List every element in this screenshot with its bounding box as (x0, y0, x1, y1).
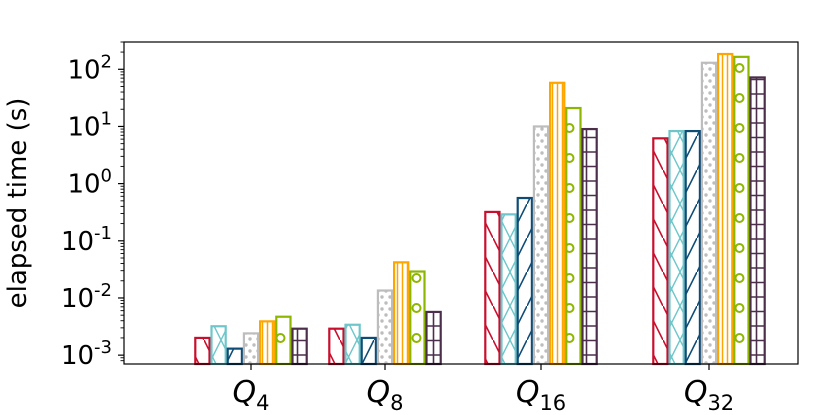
y-tick-label: 10-3 (61, 337, 112, 371)
y-axis: 10-3 10-2 10-1 100 101 102 (61, 41, 124, 371)
x-axis: Q4 Q8 Q16 Q32 (233, 364, 734, 415)
bar (328, 327, 345, 366)
bar (749, 76, 766, 366)
y-tick-label: 102 (67, 51, 112, 85)
bar (242, 332, 260, 366)
bar (425, 310, 442, 366)
bar (652, 137, 669, 366)
bar (376, 289, 394, 366)
bar (194, 336, 211, 366)
bar (291, 327, 308, 366)
bars-layer (194, 52, 766, 366)
bar (700, 61, 718, 366)
bar (516, 196, 534, 366)
plot-frame (123, 41, 799, 365)
y-tick-label: 100 (67, 166, 112, 200)
x-tick-label: Q16 (516, 375, 566, 415)
bar (668, 129, 685, 366)
x-tick-label: Q32 (684, 375, 734, 415)
y-tick-label: 10-1 (61, 223, 112, 257)
bar (393, 261, 410, 366)
bar (210, 325, 227, 366)
bar (548, 81, 566, 366)
bar (226, 347, 243, 366)
bar (565, 106, 582, 366)
bar (344, 323, 361, 366)
bar (733, 55, 750, 366)
y-tick-label: 10-2 (61, 280, 112, 314)
x-tick-label: Q4 (233, 375, 270, 415)
bar (484, 210, 501, 366)
bar (500, 213, 517, 366)
bar (581, 127, 598, 366)
bar (684, 129, 702, 366)
bar (409, 270, 426, 366)
bar (259, 320, 276, 366)
bar (275, 315, 292, 366)
bar (532, 125, 550, 366)
x-tick-label: Q8 (367, 375, 404, 415)
y-tick-label: 101 (67, 108, 112, 142)
y-axis-title: elapsed time (s) (3, 98, 33, 309)
bar (360, 336, 378, 366)
bar (716, 52, 734, 366)
